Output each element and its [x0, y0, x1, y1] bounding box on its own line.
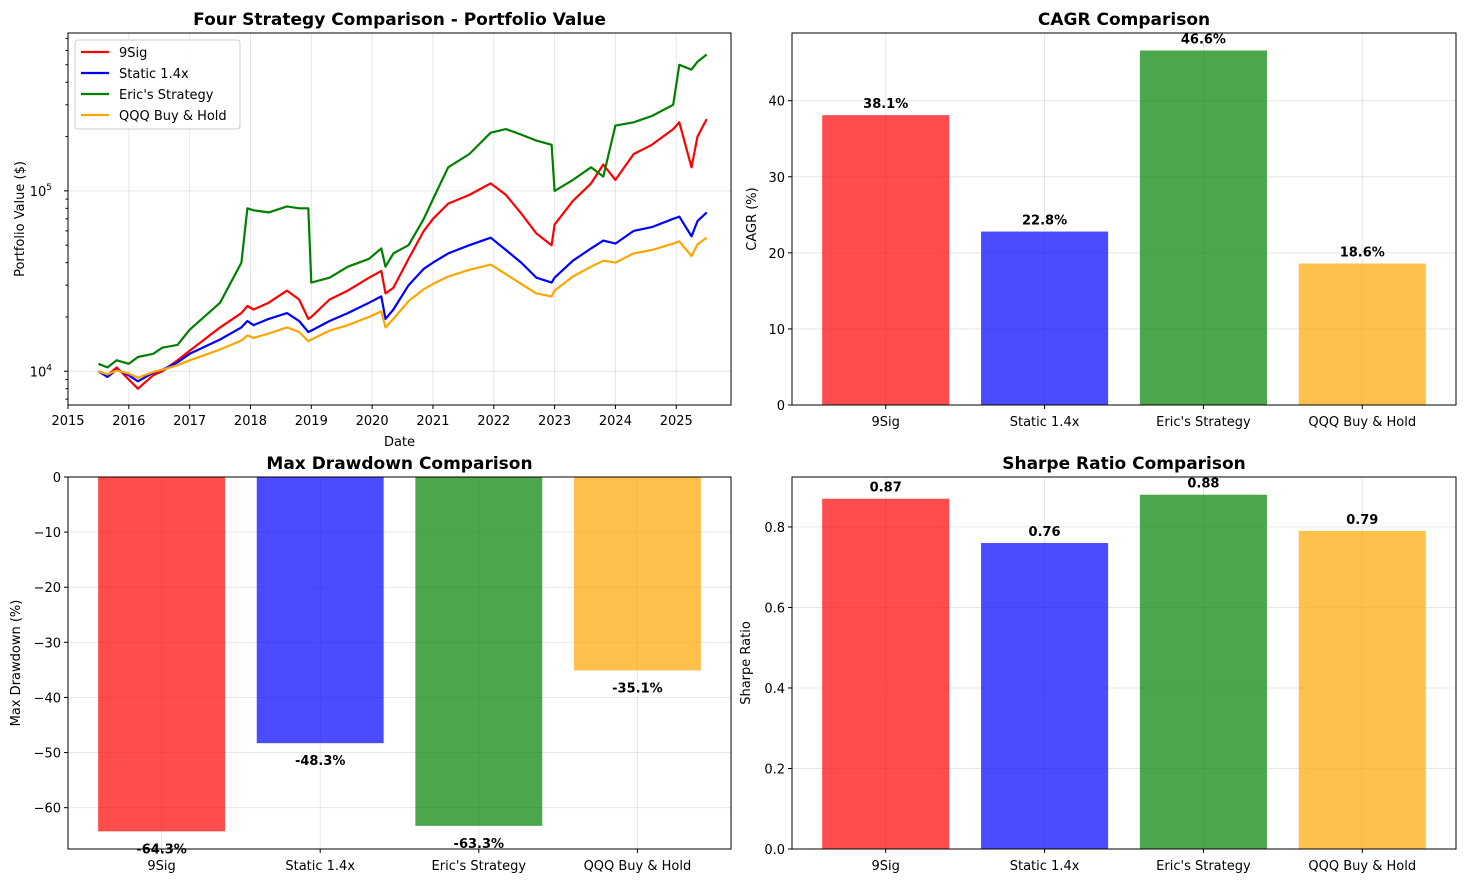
y-tick-label: 0.6: [764, 601, 785, 616]
y-tick-label: 0: [53, 471, 61, 486]
x-tick-label: 9Sig: [147, 859, 175, 874]
x-tick-label: Eric's Strategy: [1156, 859, 1251, 874]
bar-value-label: 22.8%: [1022, 214, 1067, 229]
cagr-chart: 0 10 20 30 40 38.1% 9Sig 22.8% Static 1.4x 46.6% E…: [745, 10, 1457, 430]
x-tick-label: 9Sig: [872, 859, 900, 874]
x-tick-label: 2017: [173, 414, 206, 429]
y-tick-label: 30: [768, 171, 785, 186]
y-tick-label: 0.8: [764, 521, 785, 536]
x-tick-label: 2015: [51, 414, 84, 429]
x-tick-label: Static 1.4x: [1010, 859, 1080, 874]
x-tick-label: QQQ Buy & Hold: [1308, 859, 1416, 874]
bar-eric-s-strategy: [1139, 50, 1267, 405]
chart-title: Max Drawdown Comparison: [266, 454, 532, 474]
bar-9sig: [98, 477, 226, 832]
x-tick-label: 2024: [599, 414, 632, 429]
chart-title: Sharpe Ratio Comparison: [1002, 454, 1246, 474]
series-line-static-1-4x: [97, 211, 708, 383]
x-axis-label: Date: [384, 435, 415, 450]
y-tick-label: −20: [34, 581, 61, 596]
x-tick-label: Eric's Strategy: [432, 859, 527, 874]
x-tick-label: 2025: [660, 414, 693, 429]
series-line-qqq-buy-hold: [98, 236, 708, 379]
legend-box: [74, 39, 241, 130]
bar-qqq-buy-hold: [1298, 530, 1426, 849]
y-tick-label: 40: [768, 95, 785, 110]
y-tick-label: 0.0: [764, 843, 785, 858]
y-axis-label: Max Drawdown (%): [9, 600, 24, 727]
bar-qqq-buy-hold: [573, 477, 701, 671]
bar-value-label: 38.1%: [863, 97, 908, 112]
plot-frame: [67, 476, 732, 850]
y-axis-label: Portfolio Value ($): [13, 161, 28, 277]
bar-static-1-4x: [981, 543, 1109, 849]
bar-qqq-buy-hold: [1298, 263, 1426, 405]
portfolio-value-chart: 2015 2016 2017 2018 2019 2020 2021 2022 2023 2024…: [13, 10, 732, 450]
bar-value-label: 46.6%: [1181, 32, 1226, 47]
plot-frame: [67, 32, 732, 406]
y-tick-label: 10: [768, 323, 785, 338]
y-tick-label: 104: [30, 363, 53, 380]
bar-9sig: [822, 498, 950, 849]
x-tick-label: Static 1.4x: [285, 859, 355, 874]
legend: 9Sig Static 1.4x Eric's Strategy QQQ Buy & …: [74, 39, 241, 130]
x-tick-label: 2023: [538, 414, 571, 429]
sharpe-ratio-chart: 0.0 0.2 0.4 0.6 0.8 0.87 9Sig 0.76 Static 1.4x 0.…: [739, 454, 1457, 874]
x-tick-label: 2021: [416, 414, 449, 429]
y-tick-label: −50: [34, 747, 61, 762]
x-tick-label: 2016: [112, 414, 145, 429]
legend-label: 9Sig: [119, 46, 147, 61]
y-tick-label: 0.4: [764, 682, 785, 697]
legend-label: QQQ Buy & Hold: [119, 109, 227, 124]
y-tick-label: 20: [768, 247, 785, 262]
x-tick-label: QQQ Buy & Hold: [584, 859, 692, 874]
chart-title: CAGR Comparison: [1038, 10, 1210, 30]
bar-value-label: 0.79: [1346, 513, 1378, 528]
y-tick-label: −30: [34, 636, 61, 651]
bar-value-label: 0.88: [1187, 477, 1219, 492]
x-tick-label: QQQ Buy & Hold: [1308, 415, 1416, 430]
x-tick-label: 2019: [295, 414, 328, 429]
bar-value-label: -63.3%: [454, 837, 505, 852]
bar-value-label: 18.6%: [1340, 246, 1385, 261]
bar-value-label: -48.3%: [295, 754, 346, 769]
bar-static-1-4x: [981, 231, 1109, 405]
plot-frame: [791, 32, 1457, 406]
bar-value-label: 0.76: [1029, 525, 1061, 540]
y-tick-label: −40: [34, 691, 61, 706]
x-tick-label: 2018: [234, 414, 267, 429]
y-axis-label: Sharpe Ratio: [739, 621, 754, 705]
x-tick-label: 2020: [356, 414, 389, 429]
legend-label: Static 1.4x: [119, 67, 189, 82]
series-line-eric-s-strategy: [97, 53, 708, 369]
chart-title: Four Strategy Comparison - Portfolio Val…: [193, 10, 606, 30]
series-line-9sig: [97, 118, 708, 390]
bar-value-label: -35.1%: [612, 681, 663, 696]
bar-static-1-4x: [256, 477, 384, 744]
plot-frame: [791, 476, 1457, 850]
y-tick-label: 0.2: [764, 762, 785, 777]
bar-eric-s-strategy: [415, 477, 543, 826]
x-tick-label: Static 1.4x: [1010, 415, 1080, 430]
max-drawdown-chart: 0−10−20−30−40−50−60-64.3%9Sig-48.3%Stati…: [9, 454, 732, 874]
y-tick-label: −60: [34, 802, 61, 817]
x-tick-label: 9Sig: [872, 415, 900, 430]
bar-eric-s-strategy: [1139, 494, 1267, 849]
x-tick-label: Eric's Strategy: [1156, 415, 1251, 430]
legend-label: Eric's Strategy: [119, 88, 214, 103]
x-tick-label: 2022: [477, 414, 510, 429]
bar-value-label: 0.87: [870, 481, 902, 496]
y-tick-label: −10: [34, 526, 61, 541]
y-tick-label: 105: [30, 183, 52, 200]
bar-9sig: [822, 115, 950, 405]
y-tick-label: 0: [777, 399, 785, 414]
y-axis-label: CAGR (%): [745, 187, 760, 250]
